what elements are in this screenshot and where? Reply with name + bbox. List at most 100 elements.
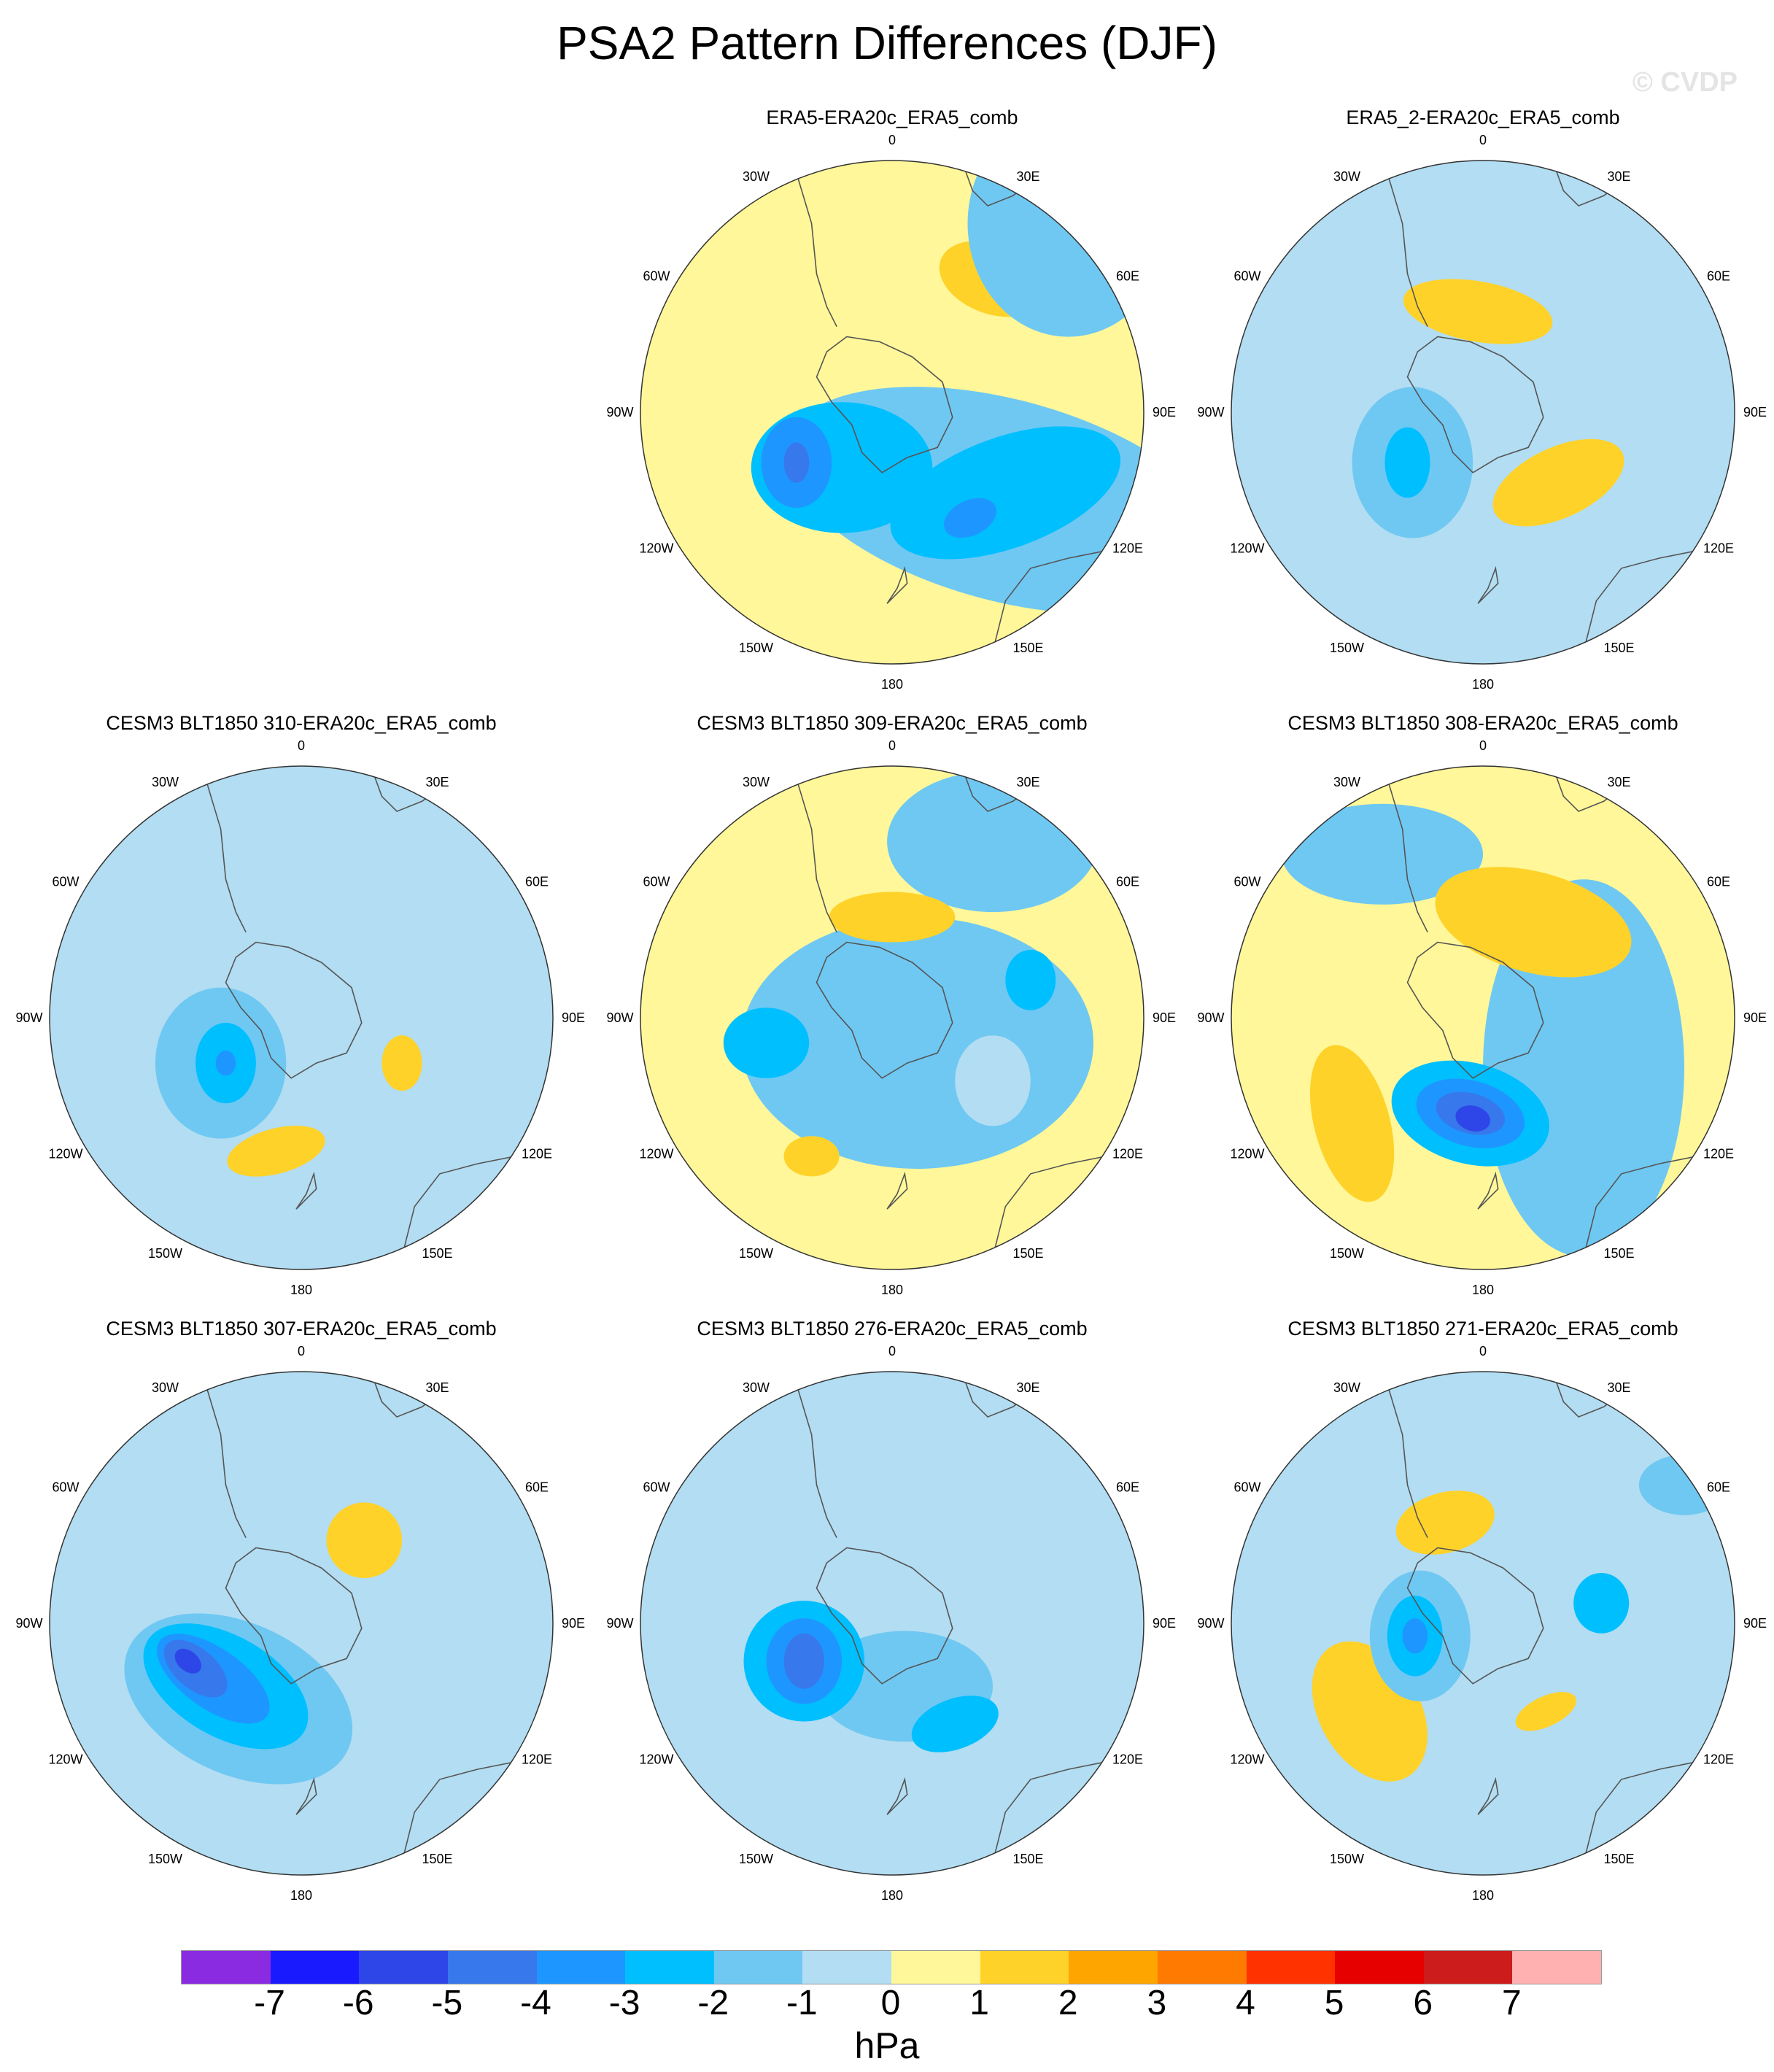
longitude-label: 150E — [1012, 1246, 1043, 1261]
contour-region — [944, 498, 996, 538]
longitude-label: 90W — [15, 1010, 42, 1025]
longitude-label: 60W — [643, 269, 670, 284]
longitude-label: 90W — [606, 1010, 633, 1025]
longitude-label: 60E — [525, 1480, 549, 1495]
colorbar-swatch — [1335, 1951, 1424, 1984]
colorbar-unit: hPa — [854, 2025, 920, 2066]
longitude-label: 60E — [1707, 1480, 1730, 1495]
colorbar-tick-label: -1 — [786, 1984, 818, 2022]
longitude-label: 60W — [643, 875, 670, 889]
map-panel: CESM3 BLT1850 271-ERA20c_ERA5_comb 0 30E 60… — [1197, 1318, 1767, 1903]
longitude-label: 150E — [1012, 641, 1043, 655]
longitude-label: 90E — [562, 1010, 585, 1025]
contour-region — [174, 1648, 201, 1674]
contour-region — [1282, 803, 1483, 905]
longitude-label: 0 — [1479, 1344, 1487, 1358]
coastline — [295, 1777, 317, 1815]
longitude-label: 120E — [1112, 541, 1143, 556]
longitude-label: 120E — [522, 1752, 552, 1767]
contour-region — [723, 1008, 810, 1078]
panel-title: CESM3 BLT1850 308-ERA20c_ERA5_comb — [1287, 712, 1678, 734]
longitude-label: 60W — [1233, 875, 1260, 889]
longitude-label: 30W — [743, 1380, 770, 1395]
longitude-label: 150W — [1330, 1852, 1364, 1866]
longitude-label: 30E — [425, 1380, 449, 1395]
coastline — [1387, 778, 1428, 933]
contour-region — [326, 1502, 403, 1578]
longitude-label: 150W — [148, 1246, 182, 1261]
longitude-label: 60E — [1116, 269, 1139, 284]
longitude-label: 30E — [1607, 1380, 1630, 1395]
panel-title: ERA5-ERA20c_ERA5_comb — [766, 107, 1018, 128]
longitude-label: 90W — [606, 405, 633, 420]
longitude-label: 150W — [1330, 1246, 1364, 1261]
colorbar-tick-label: 7 — [1502, 1984, 1522, 2022]
longitude-label: 90E — [1153, 405, 1176, 420]
contour-region — [1005, 949, 1056, 1010]
coastline — [1406, 1547, 1544, 1685]
colorbar-swatch — [980, 1951, 1069, 1984]
contour-region — [783, 442, 810, 483]
longitude-label: 90E — [1743, 1616, 1767, 1631]
longitude-label: 180 — [881, 1888, 903, 1903]
longitude-label: 0 — [298, 738, 305, 753]
colorbar-tick-label: -6 — [342, 1984, 374, 2022]
longitude-label: 0 — [888, 1344, 896, 1358]
contour-region — [381, 1035, 422, 1091]
longitude-label: 90W — [1197, 1616, 1224, 1631]
colorbar-swatch — [536, 1951, 626, 1984]
map-border — [49, 765, 554, 1270]
longitude-label: 90E — [1743, 405, 1767, 420]
colorbar-swatch — [1157, 1951, 1247, 1984]
coastline — [1477, 1171, 1499, 1210]
map-panel: CESM3 BLT1850 276-ERA20c_ERA5_comb 0 30E 60… — [606, 1318, 1176, 1903]
coastline — [1477, 565, 1499, 604]
longitude-label: 30W — [1333, 1380, 1360, 1395]
map-panel: CESM3 BLT1850 308-ERA20c_ERA5_comb 0 30E 60… — [1197, 712, 1767, 1297]
longitude-label: 60E — [1116, 1480, 1139, 1495]
contour-region — [1395, 1491, 1495, 1555]
longitude-label: 150W — [739, 641, 773, 655]
coastline — [295, 1171, 317, 1210]
map-panels: ERA5-ERA20c_ERA5_comb 0 30E 60E 90E 120E 150E 1… — [15, 107, 1767, 1903]
contour-region — [911, 1696, 999, 1752]
longitude-label: 0 — [1479, 738, 1487, 753]
map-border — [1231, 1371, 1735, 1876]
map-panel: CESM3 BLT1850 307-ERA20c_ERA5_comb 0 30E 60… — [15, 1318, 585, 1903]
longitude-label: 120E — [1112, 1147, 1143, 1161]
longitude-label: 30W — [1333, 775, 1360, 789]
map-panel: CESM3 BLT1850 309-ERA20c_ERA5_comb 0 30E 60… — [606, 712, 1176, 1297]
panel-title: CESM3 BLT1850 310-ERA20c_ERA5_comb — [106, 712, 496, 734]
coastline — [796, 778, 837, 933]
contour-region — [967, 161, 1144, 337]
longitude-label: 180 — [1472, 1888, 1494, 1903]
longitude-label: 150W — [739, 1246, 773, 1261]
longitude-label: 120W — [639, 1752, 673, 1767]
coastline — [816, 1547, 953, 1685]
coastline — [1387, 173, 1428, 328]
longitude-label: 120E — [1703, 541, 1734, 556]
longitude-label: 0 — [298, 1344, 305, 1358]
longitude-label: 60E — [525, 875, 549, 889]
colorbar-swatch — [1423, 1951, 1513, 1984]
longitude-label: 60W — [1233, 269, 1260, 284]
longitude-label: 120E — [1112, 1752, 1143, 1767]
longitude-label: 60E — [1116, 875, 1139, 889]
colorbar-swatch — [625, 1951, 714, 1984]
longitude-label: 30E — [425, 775, 449, 789]
longitude-label: 150W — [739, 1852, 773, 1866]
contour-region — [1455, 1105, 1491, 1132]
contour-region — [829, 892, 956, 943]
panel-title: CESM3 BLT1850 309-ERA20c_ERA5_comb — [697, 712, 1087, 734]
colorbar-tick-label: 0 — [880, 1984, 901, 2022]
longitude-label: 90E — [1743, 1010, 1767, 1025]
longitude-label: 120W — [1230, 1752, 1264, 1767]
panel-title: ERA5_2-ERA20c_ERA5_comb — [1346, 107, 1619, 128]
colorbar-swatch — [802, 1951, 891, 1984]
colorbar-swatch — [270, 1951, 360, 1984]
colorbar-tick-label: -5 — [431, 1984, 463, 2022]
coastline — [886, 1171, 908, 1210]
longitude-label: 60W — [643, 1480, 670, 1495]
contour-region — [1515, 1692, 1576, 1731]
longitude-label: 60W — [52, 875, 79, 889]
